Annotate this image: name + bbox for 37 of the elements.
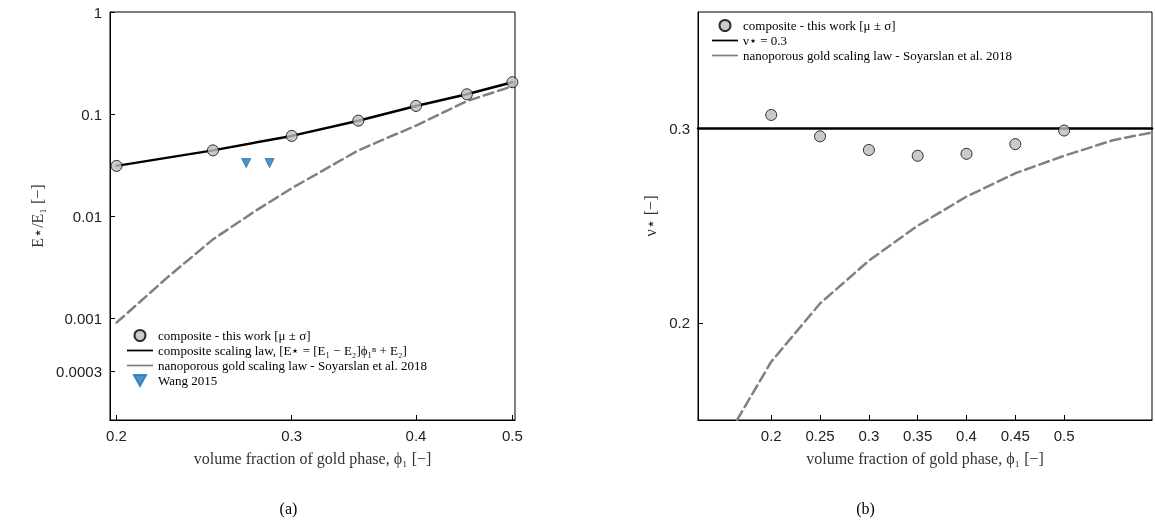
y-tick-label: 0.001 [64, 309, 102, 327]
x-tick-label: 0.2 [760, 427, 782, 444]
point [1058, 124, 1071, 137]
y-tick-label: 0.0003 [56, 362, 102, 380]
x-tick-label: 0.4 [405, 427, 427, 444]
y-axis-title: ν⋆ [−] [641, 195, 659, 237]
y-tick-label: 1 [93, 3, 102, 21]
point [911, 149, 924, 162]
x-axis-title: volume fraction of gold phase, ϕ₁ [−] [193, 449, 432, 468]
x-tick-label: 0.5 [501, 427, 523, 444]
x-tick-label: 0.2 [106, 427, 127, 444]
legend-label: composite - this work [μ ± σ] [743, 18, 896, 33]
x-axis-title: volume fraction of gold phase, ϕ₁ [−] [806, 449, 1044, 468]
x-tick-label: 0.45 [1000, 427, 1030, 444]
y-tick-label: 0.01 [72, 207, 102, 225]
x-tick-label: 0.3 [281, 427, 303, 444]
text: (b) [856, 499, 875, 518]
text: (a) [279, 499, 298, 518]
legend-label: composite - this work [μ ± σ] [158, 328, 311, 343]
y-tick-label: 0.1 [81, 105, 102, 123]
y-axis-title: E⋆/E₁ [−] [28, 184, 46, 248]
point [765, 108, 778, 121]
x-tick-label: 0.3 [858, 427, 880, 444]
legend-label: nanoporous gold scaling law - Soyarslan et al. 2018 [743, 48, 1012, 63]
point [1009, 138, 1022, 151]
line-series [735, 131, 1154, 422]
legend-label: ν⋆ = 0.3 [743, 33, 787, 48]
legend-label: composite scaling law, [E⋆ = [E₁ − E₂]ϕ₁ⁿ + E₂] [158, 343, 407, 358]
x-tick-label: 0.25 [805, 427, 835, 444]
point [814, 130, 827, 143]
point [960, 147, 973, 160]
legend-label: Wang 2015 [158, 373, 218, 388]
x-tick-label: 0.5 [1053, 427, 1075, 444]
point [862, 143, 875, 156]
x-tick-label: 0.35 [903, 427, 933, 444]
legend-label: nanoporous gold scaling law - Soyarslan et al. 2018 [158, 358, 427, 373]
x-tick-label: 0.4 [956, 427, 977, 444]
